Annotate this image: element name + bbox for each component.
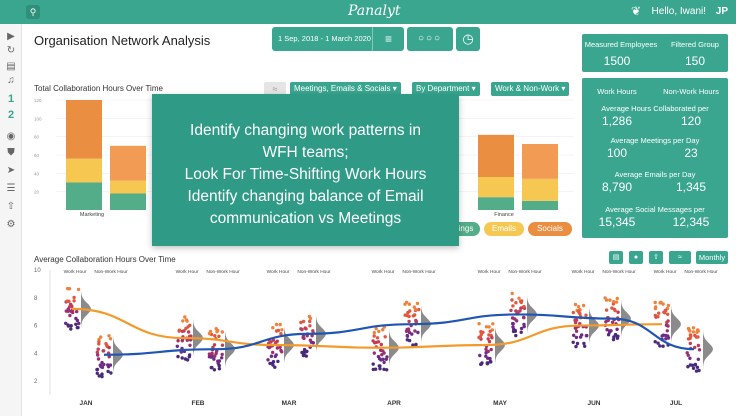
avg-social-work: 15,345 — [598, 215, 636, 229]
chart1-y-tick: 40 — [34, 171, 40, 176]
filtered-group-value: 150 — [684, 54, 706, 68]
greeting: Hello, Iwani! — [651, 6, 706, 17]
stats-panel: Measured Employees 1500 Filtered Group 1… — [582, 34, 728, 238]
avg-social-label: Average Social Messages per — [605, 205, 705, 214]
chart1-bar-socials — [66, 100, 102, 159]
page-title: Organisation Network Analysis — [34, 33, 211, 48]
group-icon[interactable]: ● — [629, 251, 643, 264]
date-range-picker[interactable]: 1 Sep, 2018 - 1 March 2020 ≡ — [272, 27, 404, 51]
sidebar: ▶ ↻ ▤ ♫ 1 2 ◉ ⛊ ➤ ☰ ⇧ ⚙ — [0, 24, 22, 416]
brand-logo: Panalyt — [348, 3, 401, 19]
shield-icon[interactable]: ⛊ — [7, 147, 15, 158]
chart2-title: Average Collaboration Hours Over Time — [34, 255, 176, 264]
chart1-bar-socials — [522, 144, 558, 179]
avg-social-nonwork: 12,345 — [672, 215, 710, 229]
filter-hours[interactable]: Work & Non-Work ▾ — [491, 82, 570, 96]
chart1-y-tick: 60 — [34, 153, 40, 158]
chart1-y-tick: 100 — [34, 116, 42, 121]
chart1-bar-socials — [478, 134, 514, 177]
menu-icon[interactable]: ≡ — [372, 27, 404, 51]
legend-socials[interactable]: Socials — [528, 222, 572, 236]
chart1-bar-emails — [66, 158, 102, 183]
chart1-bar-meetings — [522, 200, 558, 210]
chart1-bar-meetings — [110, 193, 146, 210]
filtered-group-label: Filtered Group — [671, 40, 719, 49]
overlay-line-2: WFH teams; — [262, 144, 349, 161]
chart1-bar-socials — [110, 145, 146, 181]
film-icon[interactable]: ▤ — [609, 251, 623, 264]
music-icon[interactable]: ♫ — [7, 75, 15, 86]
history-icon[interactable]: ◷ — [456, 27, 480, 51]
avg-emails-label: Average Emails per Day — [614, 170, 696, 179]
chart1-y-tick: 80 — [34, 135, 40, 140]
trend-line-icon[interactable]: ≈ — [264, 82, 286, 96]
chart1-bar-emails — [110, 180, 146, 194]
chart1-x-label: Finance — [494, 212, 514, 218]
chart-icon[interactable]: ▤ — [6, 61, 16, 72]
pistol-icon[interactable]: ▶ — [7, 31, 15, 42]
filter-collab-type[interactable]: Meetings, Emails & Socials ▾ — [290, 82, 401, 96]
search-icon[interactable]: ⚲ — [26, 5, 40, 19]
sidebar-item-1[interactable]: 1 — [7, 93, 15, 105]
chart1-x-label: Marketing — [80, 212, 104, 218]
trend-icon[interactable]: ≈ — [669, 251, 691, 264]
avg-hours-nonwork: 120 — [680, 114, 702, 128]
overlay-line-4: Identify changing balance of Email — [187, 188, 424, 205]
chart1-bar-emails — [478, 177, 514, 198]
avg-hours-label: Average Hours Collaborated per — [601, 104, 709, 113]
sidebar-item-2[interactable]: 2 — [7, 109, 15, 121]
avg-meetings-label: Average Meetings per Day — [610, 136, 700, 145]
top-bar: ⚲ Panalyt ❦ Hello, Iwani! JP — [0, 0, 736, 24]
user-initials[interactable]: JP — [715, 6, 728, 17]
chart1-bar-meetings — [478, 197, 514, 210]
view-toggle-dots[interactable]: ○○○ — [407, 27, 453, 51]
avg-meetings-work: 100 — [606, 146, 628, 160]
overlay-line-3: Look For Time-Shifting Work Hours — [184, 166, 427, 183]
measured-employees-label: Measured Employees — [584, 40, 658, 49]
filter-group[interactable]: By Department ▾ — [412, 82, 480, 96]
legend-emails[interactable]: Emails — [484, 222, 524, 236]
monthly-toggle[interactable]: Monthly — [696, 251, 728, 264]
non-work-hours-label: Non-Work Hours — [663, 87, 719, 96]
rocket-icon[interactable]: ➤ — [6, 165, 16, 176]
chart1-title: Total Collaboration Hours Over Time — [34, 84, 163, 93]
list-icon[interactable]: ☰ — [6, 183, 16, 194]
refresh-icon[interactable]: ↻ — [6, 45, 16, 56]
insight-overlay: Identify changing work patterns in WFH t… — [152, 94, 459, 246]
chart1-bar-emails — [522, 178, 558, 201]
overlay-line-1: Identify changing work patterns in — [190, 122, 421, 139]
date-range-label: 1 Sep, 2018 - 1 March 2020 — [278, 34, 371, 43]
chart1-y-tick: 20 — [34, 190, 40, 195]
upload-icon[interactable]: ⇧ — [649, 251, 663, 264]
share-icon[interactable]: ⇧ — [6, 201, 16, 212]
legend-meetings[interactable]: ings — [452, 222, 480, 236]
hours-stats-card: Work Hours Non-Work Hours Average Hours … — [582, 78, 728, 238]
gear-icon[interactable]: ⚙ — [6, 219, 16, 230]
avg-emails-work: 8,790 — [601, 180, 633, 194]
avg-emails-nonwork: 1,345 — [675, 180, 707, 194]
chart1-bar-meetings — [66, 182, 102, 210]
bulb-icon[interactable]: ◉ — [6, 131, 16, 142]
chart1-y-tick: 120 — [34, 98, 42, 103]
avg-meetings-nonwork: 23 — [684, 146, 698, 160]
measured-employees-value: 1500 — [603, 54, 631, 68]
avg-hours-work: 1,286 — [601, 114, 633, 128]
work-hours-label: Work Hours — [597, 87, 637, 96]
employee-stats-card: Measured Employees 1500 Filtered Group 1… — [582, 34, 728, 72]
overlay-line-5: communication vs Meetings — [209, 210, 402, 227]
bird-icon: ❦ — [630, 4, 641, 18]
